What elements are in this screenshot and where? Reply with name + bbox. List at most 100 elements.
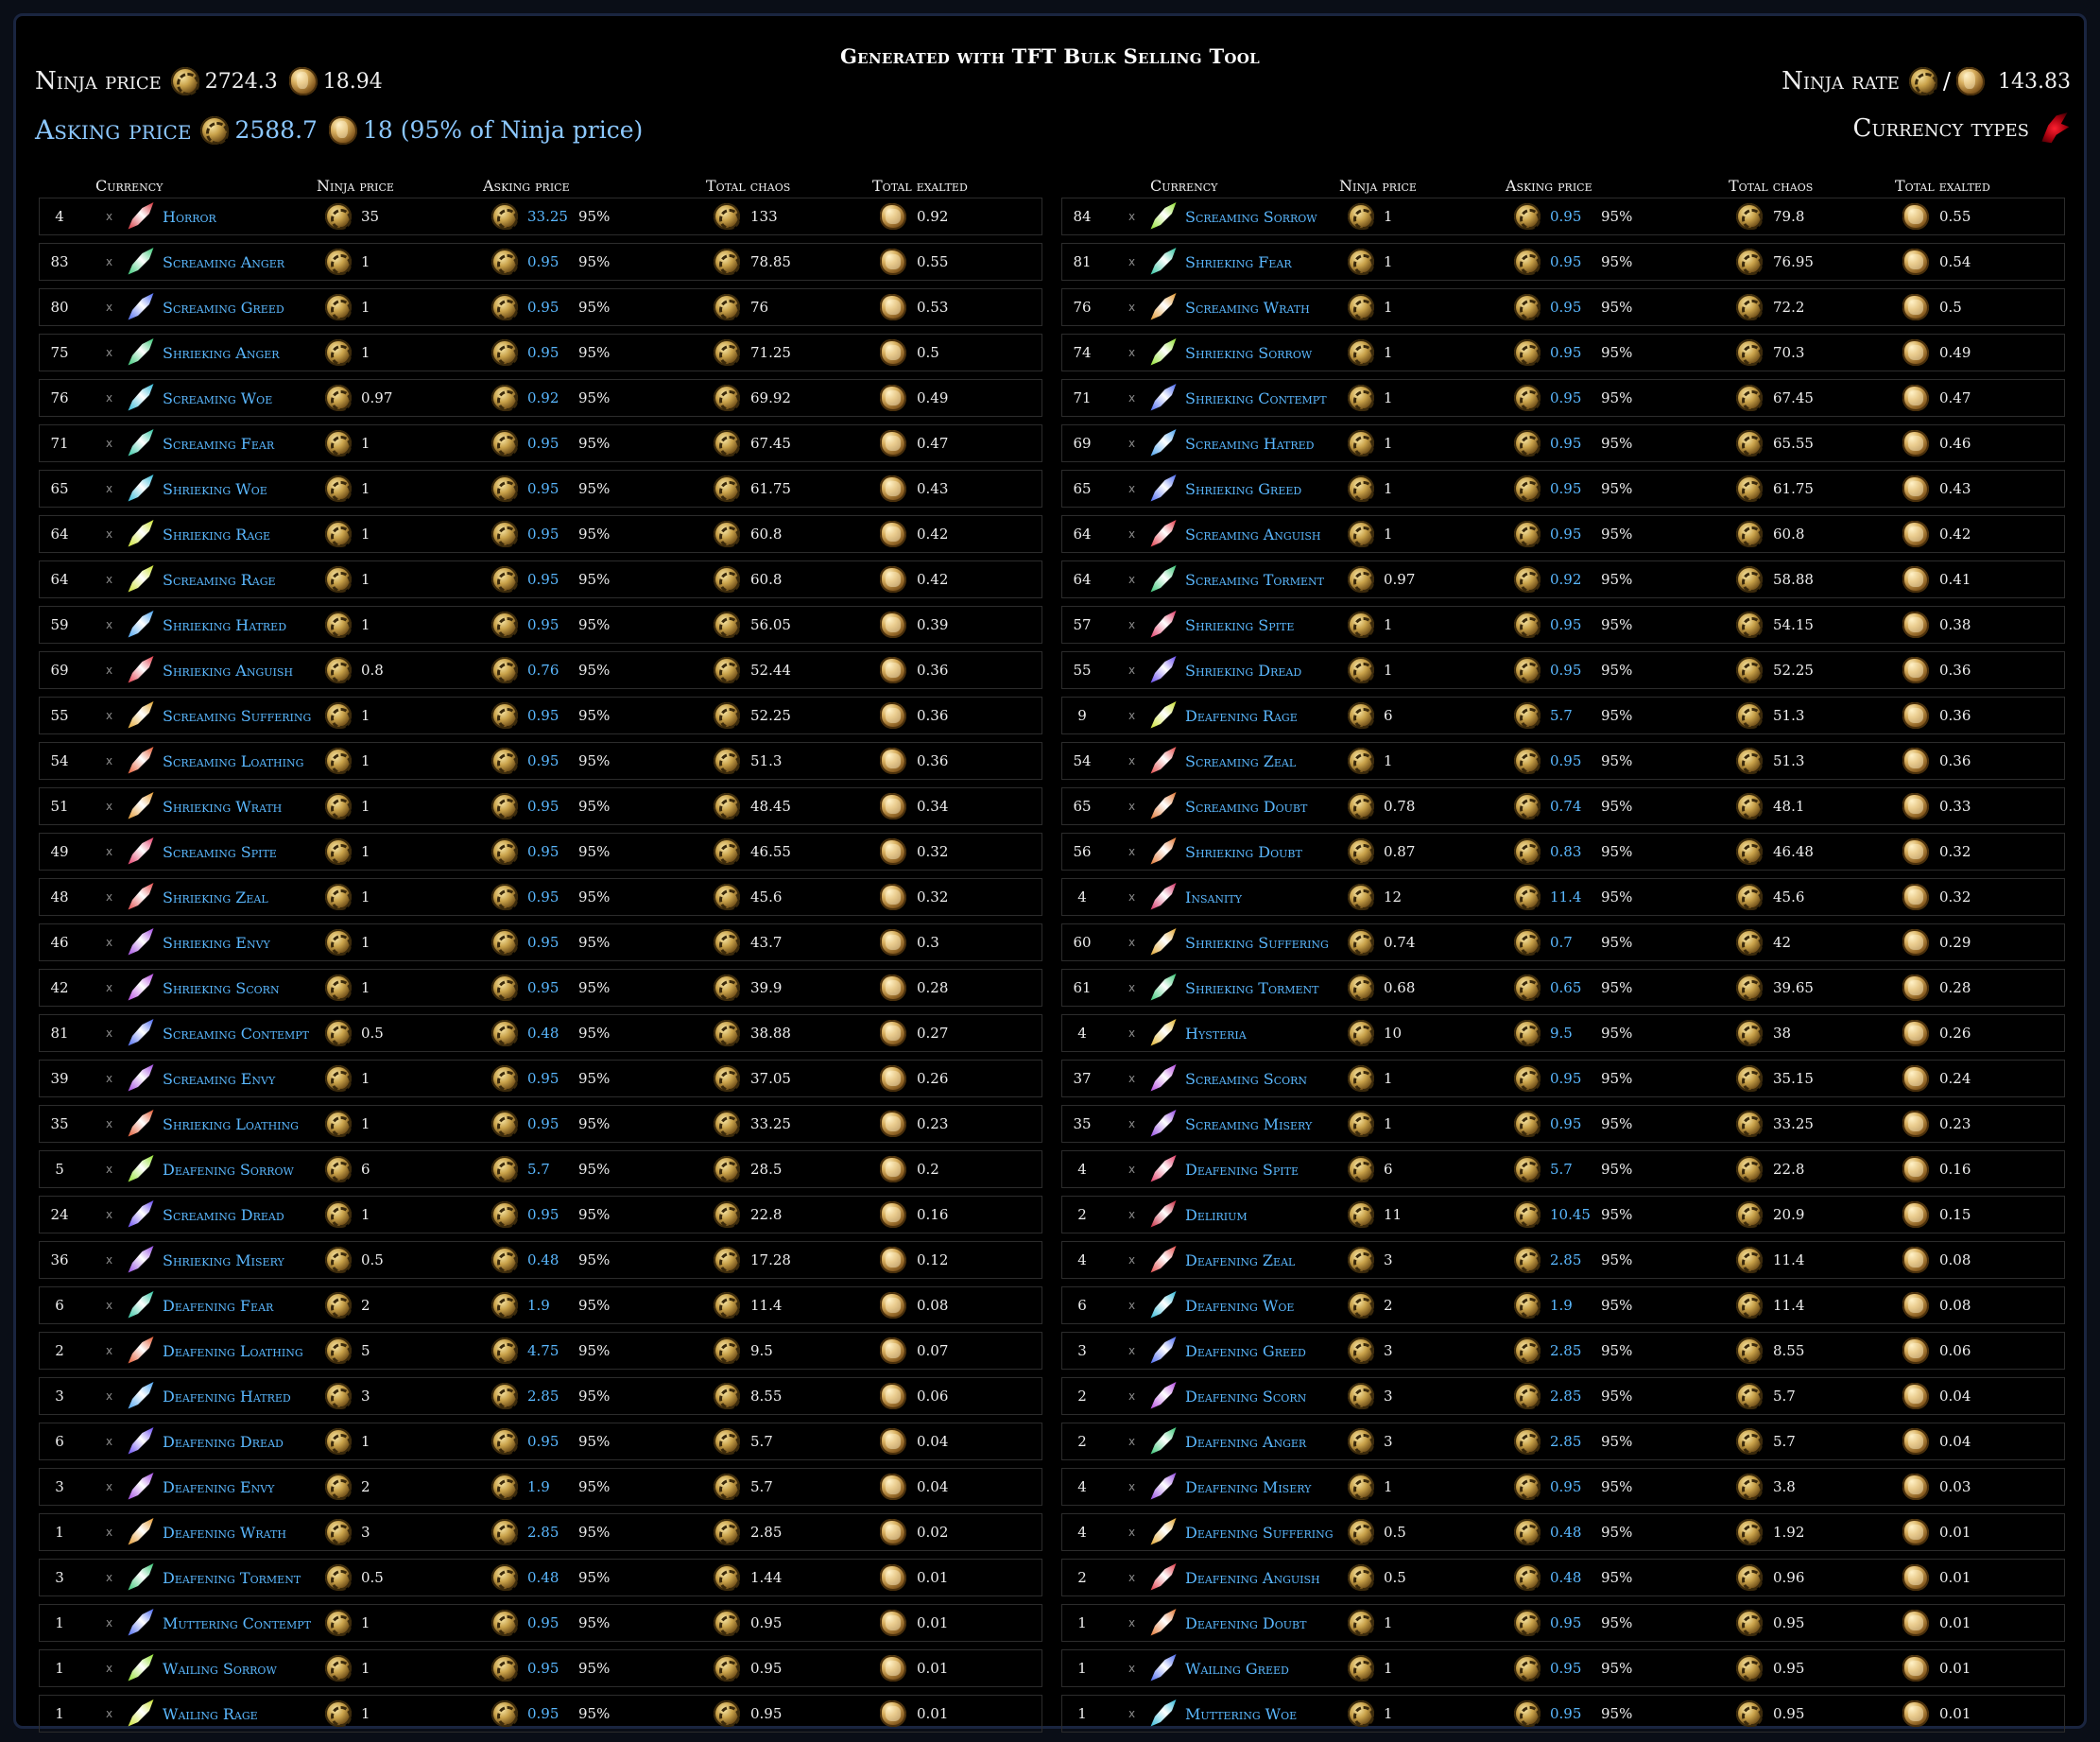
asking-price-value[interactable]: 10.45 xyxy=(1550,1206,1591,1223)
currency-name[interactable]: Deafening Hatred xyxy=(163,1387,291,1406)
currency-name[interactable]: Screaming Dread xyxy=(163,1205,284,1224)
asking-price-value[interactable]: 0.95 xyxy=(527,526,559,543)
asking-price-value[interactable]: 0.65 xyxy=(1550,979,1582,996)
asking-price-value[interactable]: 0.95 xyxy=(527,1660,559,1677)
currency-name[interactable]: Screaming Loathing xyxy=(163,751,304,770)
asking-price-value[interactable]: 0.95 xyxy=(1550,299,1582,316)
table-row[interactable]: 81 x Shrieking Fear 1 0.95 95% 76.95 0.54 xyxy=(1061,243,2065,281)
asking-price-value[interactable]: 0.95 xyxy=(1550,526,1582,543)
asking-price-value[interactable]: 0.95 xyxy=(527,1433,559,1450)
asking-price-value[interactable]: 0.95 xyxy=(527,752,559,769)
currency-name[interactable]: Screaming Suffering xyxy=(163,706,312,725)
table-row[interactable]: 35 x Shrieking Loathing 1 0.95 95% 33.25 0.23 xyxy=(39,1105,1042,1143)
currency-name[interactable]: Muttering Woe xyxy=(1185,1704,1298,1723)
asking-price-value[interactable]: 0.95 xyxy=(527,1206,559,1223)
table-row[interactable]: 83 x Screaming Anger 1 0.95 95% 78.85 0.55 xyxy=(39,243,1042,281)
currency-name[interactable]: Deafening Anger xyxy=(1185,1432,1307,1451)
asking-price-value[interactable]: 0.7 xyxy=(1550,934,1573,951)
table-row[interactable]: 4 x Insanity 12 11.4 95% 45.6 0.32 xyxy=(1061,878,2065,916)
asking-price-value[interactable]: 0.95 xyxy=(527,571,559,588)
table-row[interactable]: 55 x Shrieking Dread 1 0.95 95% 52.25 0.36 xyxy=(1061,651,2065,689)
asking-price-value[interactable]: 0.95 xyxy=(527,934,559,951)
table-row[interactable]: 2 x Deafening Scorn 3 2.85 95% 5.7 0.04 xyxy=(1061,1377,2065,1415)
currency-name[interactable]: Screaming Woe xyxy=(163,388,273,407)
asking-price-value[interactable]: 0.95 xyxy=(527,1705,559,1722)
asking-price-value[interactable]: 2.85 xyxy=(527,1524,559,1541)
currency-name[interactable]: Delirium xyxy=(1185,1205,1248,1224)
table-row[interactable]: 36 x Shrieking Misery 0.5 0.48 95% 17.28 0.12 xyxy=(39,1241,1042,1279)
table-row[interactable]: 6 x Deafening Woe 2 1.9 95% 11.4 0.08 xyxy=(1061,1286,2065,1324)
table-row[interactable]: 2 x Deafening Loathing 5 4.75 95% 9.5 0.07 xyxy=(39,1332,1042,1370)
asking-price-value[interactable]: 0.95 xyxy=(527,843,559,860)
table-row[interactable]: 3 x Deafening Envy 2 1.9 95% 5.7 0.04 xyxy=(39,1468,1042,1506)
table-row[interactable]: 76 x Screaming Woe 0.97 0.92 95% 69.92 0.49 xyxy=(39,379,1042,417)
currency-name[interactable]: Shrieking Anger xyxy=(163,343,280,362)
asking-price-value[interactable]: 0.95 xyxy=(1550,1478,1582,1495)
table-row[interactable]: 84 x Screaming Sorrow 1 0.95 95% 79.8 0.55 xyxy=(1061,198,2065,235)
asking-price-value[interactable]: 4.75 xyxy=(527,1342,559,1359)
asking-price-value[interactable]: 0.48 xyxy=(527,1251,559,1268)
currency-name[interactable]: Deafening Torment xyxy=(163,1568,301,1587)
currency-name[interactable]: Screaming Wrath xyxy=(1185,298,1310,317)
table-row[interactable]: 4 x Deafening Suffering 0.5 0.48 95% 1.92 0.01 xyxy=(1061,1513,2065,1551)
asking-price-value[interactable]: 5.7 xyxy=(527,1161,550,1178)
asking-price-value[interactable]: 0.48 xyxy=(1550,1569,1582,1586)
currency-name[interactable]: Screaming Contempt xyxy=(163,1024,309,1043)
table-row[interactable]: 55 x Screaming Suffering 1 0.95 95% 52.25 0.36 xyxy=(39,697,1042,734)
table-row[interactable]: 24 x Screaming Dread 1 0.95 95% 22.8 0.16 xyxy=(39,1196,1042,1233)
currency-name[interactable]: Wailing Rage xyxy=(163,1704,258,1723)
asking-price-value[interactable]: 2.85 xyxy=(1550,1433,1582,1450)
table-row[interactable]: 56 x Shrieking Doubt 0.87 0.83 95% 46.48 0.32 xyxy=(1061,833,2065,871)
asking-price-value[interactable]: 0.95 xyxy=(1550,1660,1582,1677)
asking-price-value[interactable]: 0.95 xyxy=(1550,752,1582,769)
currency-name[interactable]: Shrieking Zeal xyxy=(163,888,268,906)
currency-name[interactable]: Deafening Suffering xyxy=(1185,1523,1334,1542)
table-row[interactable]: 6 x Deafening Fear 2 1.9 95% 11.4 0.08 xyxy=(39,1286,1042,1324)
asking-price-value[interactable]: 1.9 xyxy=(1550,1297,1573,1314)
asking-price-value[interactable]: 0.95 xyxy=(1550,1115,1582,1132)
table-row[interactable]: 2 x Deafening Anger 3 2.85 95% 5.7 0.04 xyxy=(1061,1423,2065,1460)
currency-name[interactable]: Screaming Anger xyxy=(163,252,285,271)
table-row[interactable]: 1 x Muttering Woe 1 0.95 95% 0.95 0.01 xyxy=(1061,1695,2065,1733)
table-row[interactable]: 71 x Shrieking Contempt 1 0.95 95% 67.45 0.47 xyxy=(1061,379,2065,417)
currency-name[interactable]: Screaming Hatred xyxy=(1185,434,1315,453)
table-row[interactable]: 3 x Deafening Greed 3 2.85 95% 8.55 0.06 xyxy=(1061,1332,2065,1370)
asking-price-value[interactable]: 0.95 xyxy=(527,888,559,905)
asking-price-value[interactable]: 0.83 xyxy=(1550,843,1582,860)
table-row[interactable]: 39 x Screaming Envy 1 0.95 95% 37.05 0.26 xyxy=(39,1060,1042,1097)
asking-price-value[interactable]: 0.95 xyxy=(527,435,559,452)
asking-price-value[interactable]: 0.95 xyxy=(1550,435,1582,452)
table-row[interactable]: 2 x Delirium 11 10.45 95% 20.9 0.15 xyxy=(1061,1196,2065,1233)
table-row[interactable]: 4 x Horror 35 33.25 95% 133 0.92 xyxy=(39,198,1042,235)
table-row[interactable]: 35 x Screaming Misery 1 0.95 95% 33.25 0.23 xyxy=(1061,1105,2065,1143)
table-row[interactable]: 64 x Screaming Anguish 1 0.95 95% 60.8 0.42 xyxy=(1061,515,2065,553)
table-row[interactable]: 60 x Shrieking Suffering 0.74 0.7 95% 42 0.29 xyxy=(1061,923,2065,961)
table-row[interactable]: 71 x Screaming Fear 1 0.95 95% 67.45 0.47 xyxy=(39,424,1042,462)
currency-name[interactable]: Shrieking Contempt xyxy=(1185,388,1327,407)
asking-price-value[interactable]: 0.48 xyxy=(527,1025,559,1042)
asking-price-value[interactable]: 0.95 xyxy=(1550,480,1582,497)
table-row[interactable]: 4 x Deafening Zeal 3 2.85 95% 11.4 0.08 xyxy=(1061,1241,2065,1279)
currency-name[interactable]: Screaming Anguish xyxy=(1185,525,1321,543)
table-row[interactable]: 75 x Shrieking Anger 1 0.95 95% 71.25 0.5 xyxy=(39,334,1042,371)
table-row[interactable]: 3 x Deafening Torment 0.5 0.48 95% 1.44 0.01 xyxy=(39,1559,1042,1596)
table-row[interactable]: 54 x Screaming Zeal 1 0.95 95% 51.3 0.36 xyxy=(1061,742,2065,780)
table-row[interactable]: 1 x Muttering Contempt 1 0.95 95% 0.95 0.01 xyxy=(39,1604,1042,1642)
table-row[interactable]: 57 x Shrieking Spite 1 0.95 95% 54.15 0.38 xyxy=(1061,606,2065,644)
currency-name[interactable]: Muttering Contempt xyxy=(163,1613,311,1632)
asking-price-value[interactable]: 5.7 xyxy=(1550,1161,1573,1178)
asking-price-value[interactable]: 9.5 xyxy=(1550,1025,1573,1042)
currency-name[interactable]: Deafening Zeal xyxy=(1185,1250,1296,1269)
table-row[interactable]: 2 x Deafening Anguish 0.5 0.48 95% 0.96 0.01 xyxy=(1061,1559,2065,1596)
asking-price-value[interactable]: 0.74 xyxy=(1550,798,1582,815)
currency-name[interactable]: Screaming Fear xyxy=(163,434,275,453)
asking-price-value[interactable]: 0.95 xyxy=(1550,1614,1582,1631)
currency-name[interactable]: Shrieking Envy xyxy=(163,933,270,952)
asking-price-value[interactable]: 2.85 xyxy=(1550,1342,1582,1359)
currency-name[interactable]: Shrieking Doubt xyxy=(1185,842,1302,861)
table-row[interactable]: 76 x Screaming Wrath 1 0.95 95% 72.2 0.5 xyxy=(1061,288,2065,326)
currency-name[interactable]: Shrieking Torment xyxy=(1185,978,1319,997)
asking-price-value[interactable]: 0.48 xyxy=(527,1569,559,1586)
table-row[interactable]: 80 x Screaming Greed 1 0.95 95% 76 0.53 xyxy=(39,288,1042,326)
table-row[interactable]: 81 x Screaming Contempt 0.5 0.48 95% 38.88 0.27 xyxy=(39,1014,1042,1052)
